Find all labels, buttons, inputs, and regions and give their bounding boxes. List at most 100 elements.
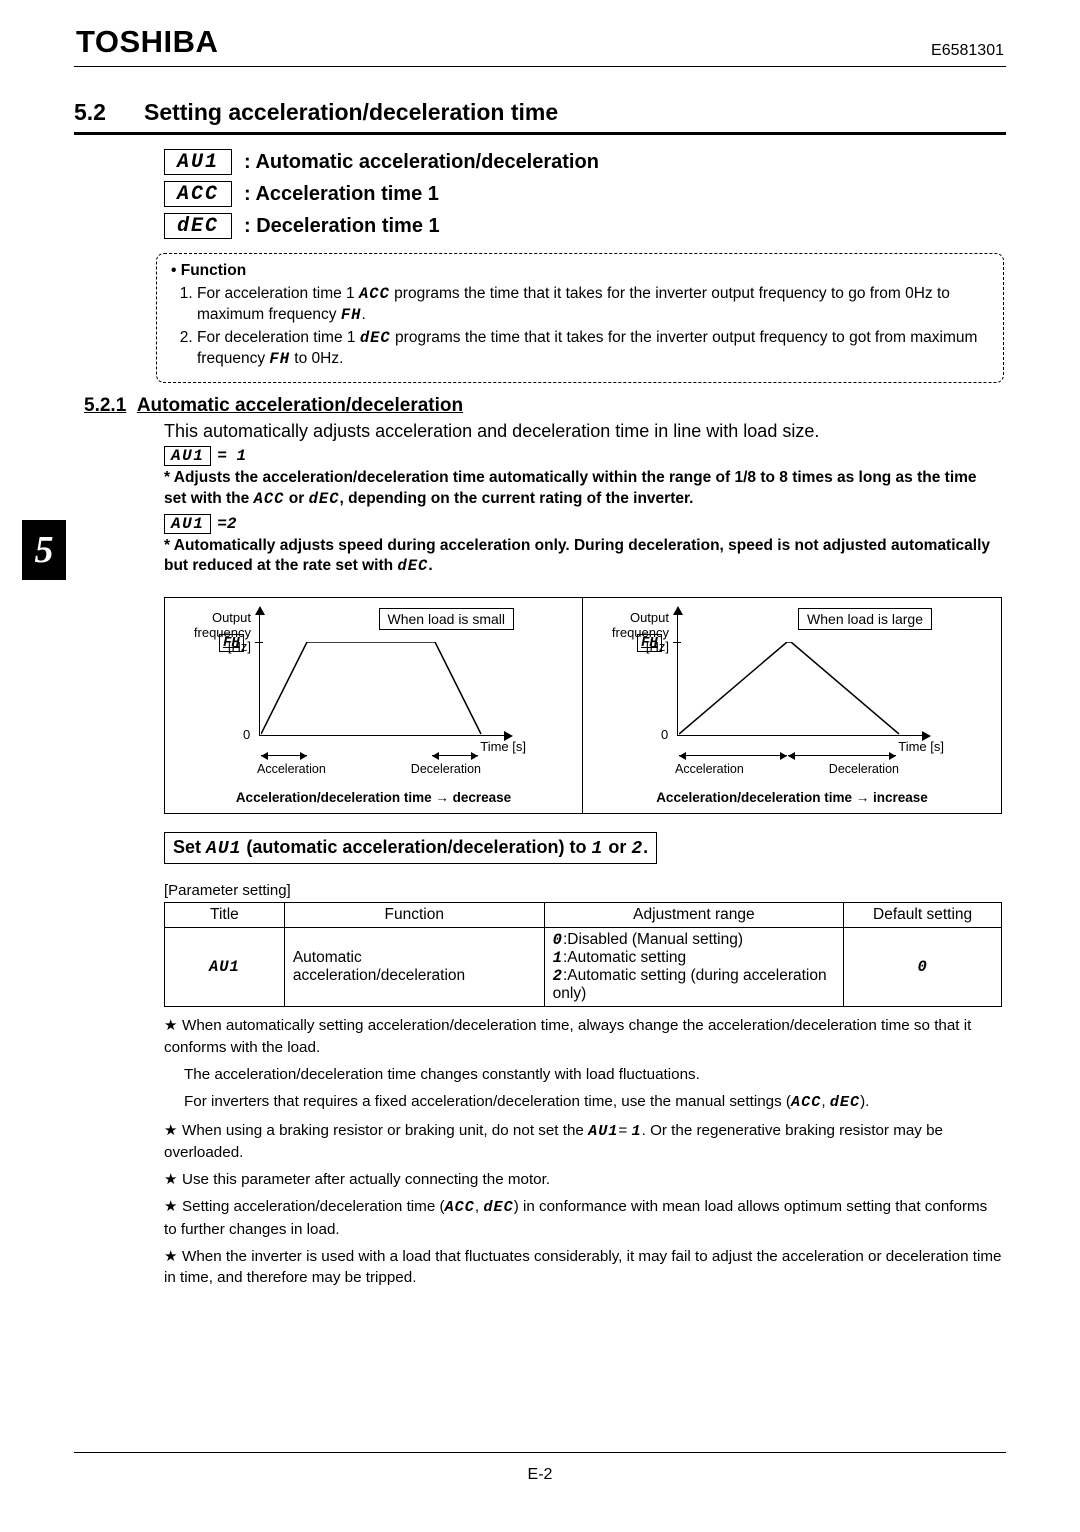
text: or xyxy=(603,837,631,857)
table-row: Title Function Adjustment range Default … xyxy=(165,903,1002,928)
text: . xyxy=(643,837,648,857)
subsection: 5.2.1 Automatic acceleration/deceleratio… xyxy=(84,395,1006,578)
param-code-dec: dEC xyxy=(164,213,232,239)
equation: = 1 xyxy=(217,447,246,465)
page-number: E-2 xyxy=(0,1466,1080,1484)
load-label: When load is small xyxy=(379,608,515,630)
star-icon: ★ xyxy=(164,1246,182,1267)
chart-container: Output frequency [Hz] When load is small… xyxy=(164,597,1002,814)
code-dec: dEC xyxy=(360,329,391,347)
code-dec: dEC xyxy=(483,1198,513,1216)
subsection-title: Automatic acceleration/deceleration xyxy=(137,395,463,416)
page-header: TOSHIBA E6581301 xyxy=(74,24,1006,66)
table-cell: AU1 xyxy=(209,958,240,976)
text: to 0Hz. xyxy=(290,350,343,367)
chart-large-load: Output frequency [Hz] When load is large… xyxy=(583,598,1001,813)
text: or xyxy=(284,490,308,507)
star-icon: ★ xyxy=(164,1015,182,1036)
text: For deceleration time 1 xyxy=(197,329,360,346)
table-header: Title xyxy=(165,903,285,928)
star-icon: ★ xyxy=(164,1169,182,1190)
text: * Automatically adjusts speed during acc… xyxy=(164,537,990,575)
code: 1 xyxy=(553,949,563,967)
param-label: : Deceleration time 1 xyxy=(244,215,440,238)
load-label: When load is large xyxy=(798,608,932,630)
chart-caption: Acceleration/deceleration time → decreas… xyxy=(179,790,568,805)
table-cell: 0:Disabled (Manual setting) 1:Automatic … xyxy=(544,928,844,1007)
table-row: AU1 Automatic acceleration/deceleration … xyxy=(165,928,1002,1007)
code-au1: AU1 xyxy=(588,1122,618,1140)
code-1: 1 xyxy=(592,839,604,859)
brand-logo: TOSHIBA xyxy=(76,24,218,60)
text: When using a braking resistor or braking… xyxy=(182,1122,588,1139)
text: . xyxy=(361,306,365,323)
star-icon: ★ xyxy=(164,1120,182,1141)
text: = xyxy=(618,1122,631,1139)
trapezoid-line xyxy=(679,642,899,734)
fh-label: FH xyxy=(219,634,244,652)
parameter-table: Title Function Adjustment range Default … xyxy=(164,902,1002,1007)
text: :Automatic setting (during acceleration … xyxy=(553,967,827,1002)
code-1: 1 xyxy=(632,1122,642,1140)
param-code-acc: ACC xyxy=(164,181,232,207)
code-acc: ACC xyxy=(445,1198,475,1216)
fh-label: FH xyxy=(637,634,662,652)
table-header: Default setting xyxy=(844,903,1002,928)
function-title: • Function xyxy=(171,262,989,280)
chart-small-load: Output frequency [Hz] When load is small… xyxy=(165,598,583,813)
note: * Automatically adjusts speed during acc… xyxy=(164,536,994,578)
function-item: For acceleration time 1 ACC programs the… xyxy=(197,284,989,326)
param-definitions: AU1 : Automatic acceleration/deceleratio… xyxy=(164,149,1006,239)
footer-rule xyxy=(74,1452,1006,1453)
chapter-tab: 5 xyxy=(22,520,66,580)
section-heading: 5.2 Setting acceleration/deceleration ti… xyxy=(74,99,1006,135)
code: 2 xyxy=(553,967,563,985)
notes-block: ★When automatically setting acceleration… xyxy=(164,1015,1002,1288)
text: When automatically setting acceleration/… xyxy=(164,1017,971,1055)
section-title: Setting acceleration/deceleration time xyxy=(144,99,558,126)
function-item: For deceleration time 1 dEC programs the… xyxy=(197,328,989,370)
text: :Disabled (Manual setting) xyxy=(563,931,743,948)
function-box: • Function For acceleration time 1 ACC p… xyxy=(156,253,1004,383)
text: When the inverter is used with a load th… xyxy=(164,1248,1001,1286)
param-code-au1: AU1 xyxy=(164,446,211,466)
text: (automatic acceleration/deceleration) to xyxy=(241,837,591,857)
code-acc: ACC xyxy=(254,490,285,508)
text: ). xyxy=(860,1093,869,1110)
text: For acceleration time 1 xyxy=(197,285,359,302)
subsection-number: 5.2.1 xyxy=(84,395,126,416)
code-fh: FH xyxy=(341,306,362,324)
text: Set xyxy=(173,837,206,857)
text: . xyxy=(428,557,432,574)
code-2: 2 xyxy=(631,839,643,859)
note: * Adjusts the acceleration/deceleration … xyxy=(164,468,994,510)
code: 0 xyxy=(553,931,563,949)
code-acc: ACC xyxy=(791,1093,821,1111)
section-number: 5.2 xyxy=(74,99,106,126)
header-rule xyxy=(74,66,1006,67)
code-dec: dEC xyxy=(309,490,340,508)
table-header: Function xyxy=(284,903,544,928)
time-label: Time [s] xyxy=(898,739,944,754)
param-code-au1: AU1 xyxy=(164,514,211,534)
subsection-desc: This automatically adjusts acceleration … xyxy=(164,421,1006,442)
set-instruction: Set AU1 (automatic acceleration/decelera… xyxy=(164,832,657,864)
text: For inverters that requires a fixed acce… xyxy=(184,1093,791,1110)
param-code-au1: AU1 xyxy=(164,149,232,175)
time-label: Time [s] xyxy=(480,739,526,754)
zero-label: 0 xyxy=(661,727,668,742)
table-label: [Parameter setting] xyxy=(164,882,1006,899)
param-label: : Acceleration time 1 xyxy=(244,183,439,206)
zero-label: 0 xyxy=(243,727,250,742)
code-acc: ACC xyxy=(359,285,390,303)
table-cell: Automatic acceleration/deceleration xyxy=(284,928,544,1007)
param-label: : Automatic acceleration/deceleration xyxy=(244,151,599,174)
star-icon: ★ xyxy=(164,1196,182,1217)
code-dec: dEC xyxy=(397,557,428,575)
table-header: Adjustment range xyxy=(544,903,844,928)
chart-caption: Acceleration/deceleration time → increas… xyxy=(597,790,987,805)
text: Setting acceleration/deceleration time ( xyxy=(182,1198,445,1215)
code-fh: FH xyxy=(269,350,290,368)
table-cell: 0 xyxy=(917,958,927,976)
text: , xyxy=(821,1093,829,1110)
